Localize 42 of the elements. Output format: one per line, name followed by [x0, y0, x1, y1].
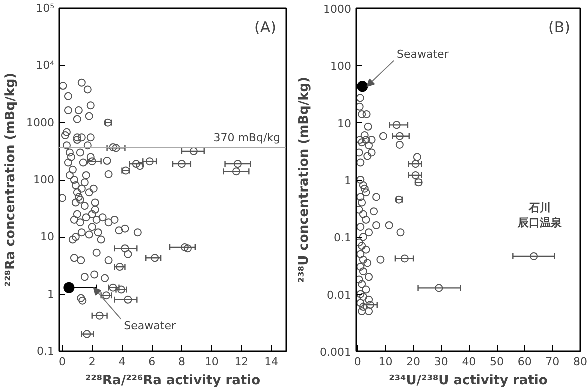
y-tick-label: 1	[344, 174, 352, 188]
y-tick-label: 1000	[26, 116, 55, 130]
y-tick-label: 0.1	[37, 345, 55, 358]
y-tick-label: 100	[34, 174, 55, 186]
x-tick-label: 2	[88, 356, 96, 368]
y-tick-label: 10	[338, 117, 352, 130]
x-tick-label: 4	[118, 356, 126, 368]
x-axis-title: ²²⁸Ra/²²⁶Ra activity ratio	[85, 374, 261, 388]
x-tick-label: 12	[234, 356, 249, 368]
x-tick-label: 10	[378, 356, 393, 368]
y-tick-label: 0.001	[320, 346, 352, 359]
x-tick-label: 6	[148, 356, 156, 368]
x-tick-label: 70	[546, 356, 560, 368]
ref-line-label: 370 mBq/kg	[214, 132, 280, 145]
y-tick-label: 10⁴	[36, 59, 56, 72]
x-tick-label: 14	[264, 356, 279, 368]
y-tick-label: 10	[40, 230, 55, 244]
text: (A)	[254, 18, 277, 36]
y-tick-label: 0.01	[327, 288, 352, 302]
annotation: 辰口温泉	[517, 216, 564, 230]
annotation: Seawater	[396, 48, 450, 61]
x-tick-label: 0	[58, 356, 66, 368]
x-tick-label: 40	[462, 356, 476, 368]
x-tick-label: 60	[518, 356, 532, 368]
y-axis-title: ²³⁸U concentration (mBq/kg)	[297, 77, 312, 283]
text: (B)	[548, 18, 571, 36]
x-tick-label: 50	[490, 356, 504, 368]
x-tick-label: 30	[434, 356, 448, 368]
annotation: Seawater	[124, 319, 176, 332]
x-tick-label: 80	[574, 356, 588, 368]
annotation: 石川	[528, 201, 552, 214]
x-tick-label: 20	[406, 356, 421, 368]
x-tick-label: 8	[178, 356, 186, 368]
x-tick-label: 10	[204, 356, 219, 368]
y-tick-label: 1	[48, 288, 54, 301]
y-tick-label: 10⁵	[36, 2, 55, 15]
y-tick-label: 1000	[324, 3, 352, 16]
x-tick-label: 0	[354, 356, 362, 368]
x-axis-title: ²³⁴U/²³⁸U activity ratio	[389, 374, 548, 388]
y-tick-label: 100	[330, 60, 352, 74]
y-axis-title: ²²⁸Ra concentration (mBq/kg)	[4, 72, 19, 288]
y-tick-label: 0.1	[334, 232, 352, 245]
